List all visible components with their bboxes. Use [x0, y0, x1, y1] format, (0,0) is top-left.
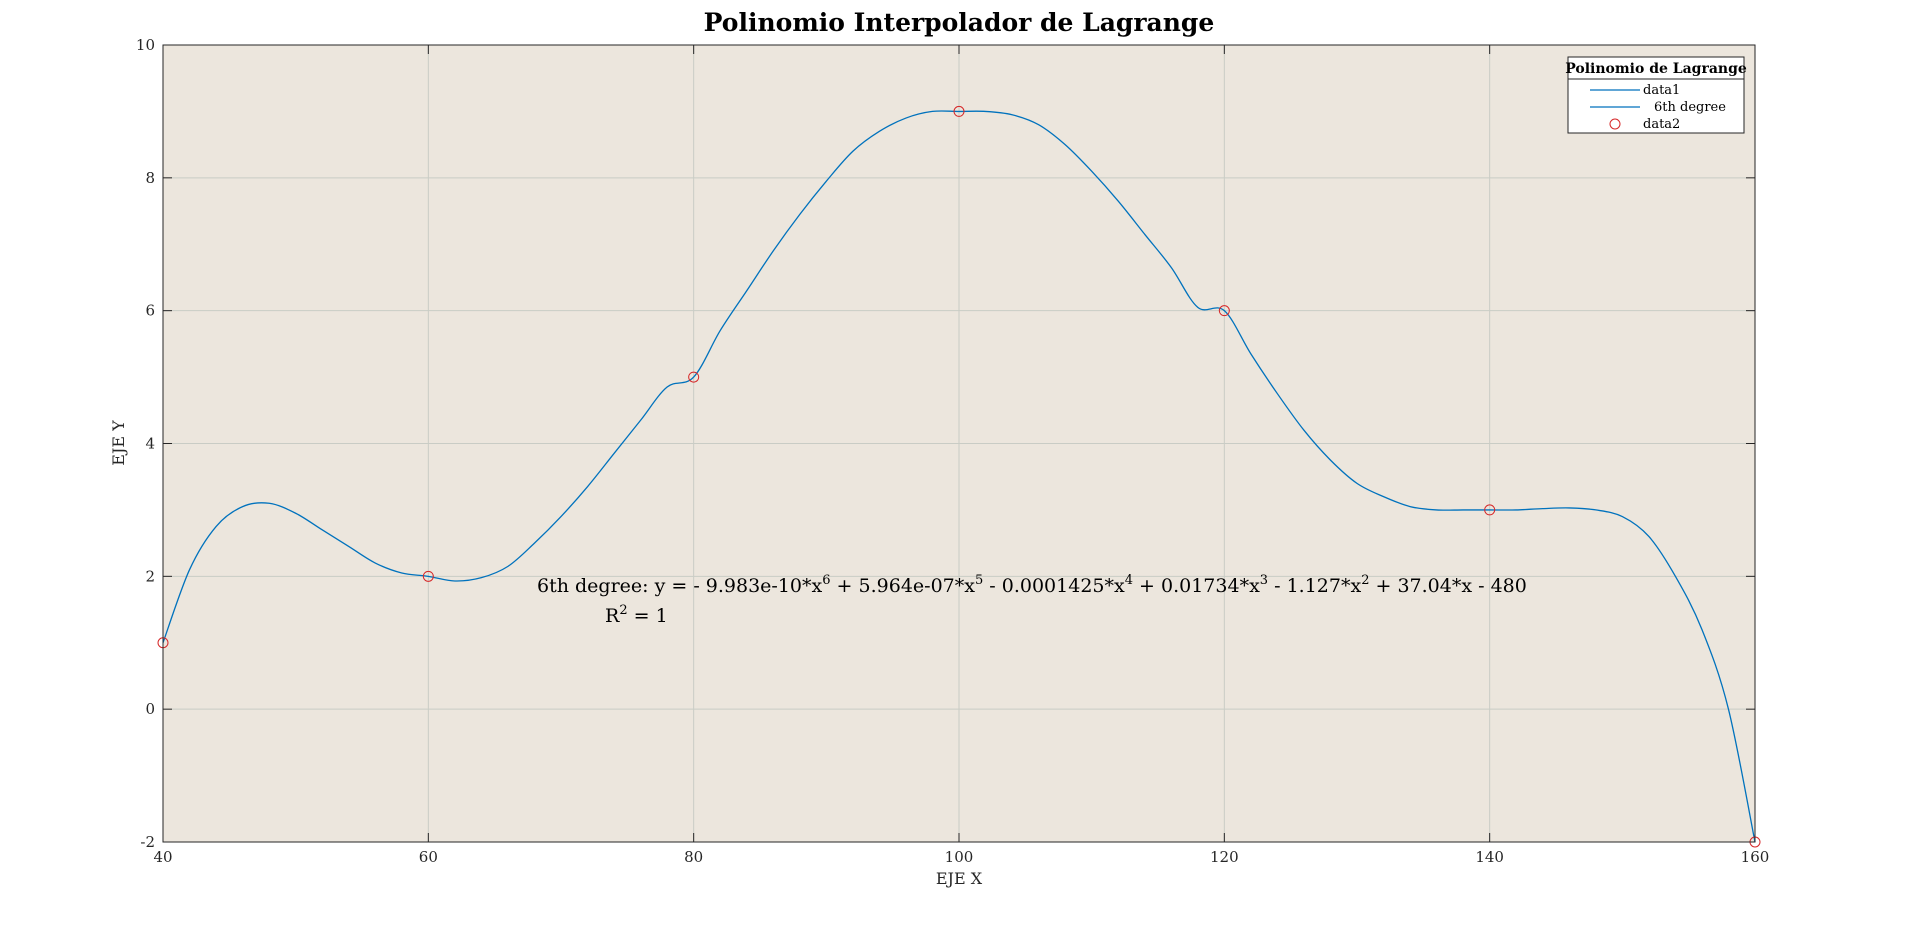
equation-term-2: - 1.127*x [1268, 575, 1361, 597]
legend-entry-data2: data2 [1643, 117, 1680, 132]
legend: Polinomio de Lagrange data1 6th degree d… [1565, 56, 1747, 134]
equation-exp-5: 5 [975, 573, 983, 588]
equation-exp-6: 6 [822, 573, 830, 588]
x-tick-label: 40 [153, 848, 172, 866]
legend-entry-data1: data1 [1643, 83, 1680, 98]
x-tick-label: 80 [684, 848, 703, 866]
data-point-100 [953, 105, 965, 117]
data-point-60 [422, 570, 434, 582]
equation-term-5: + 5.964e-07*x [831, 575, 976, 597]
x-tick-label: 100 [945, 848, 974, 866]
r-squared-suffix: = 1 [628, 605, 668, 627]
y-tick-label: 2 [145, 567, 155, 585]
equation-text: 6th degree: y = - 9.983e-10*x6 + 5.964e-… [537, 573, 1527, 597]
data-point-120 [1218, 305, 1230, 317]
legend-box [1567, 56, 1745, 134]
chart-title: Polinomio Interpolador de Lagrange [704, 8, 1215, 37]
y-tick-label: -2 [140, 833, 155, 851]
y-tick-label: 0 [145, 700, 155, 718]
data-point-80 [688, 371, 700, 383]
equation-prefix: 6th degree: y = - 9.983e-10*x [537, 575, 823, 597]
y-axis-label: EJE Y [109, 420, 128, 466]
r-squared-prefix: R [605, 605, 620, 627]
equation-term-4: - 0.0001425*x [983, 575, 1125, 597]
r-squared-exp: 2 [619, 603, 627, 618]
x-tick-label: 60 [419, 848, 438, 866]
legend-entry-6th-degree: 6th degree [1654, 100, 1726, 115]
x-axis-label: EJE X [936, 869, 983, 888]
r-squared-text: R2 = 1 [605, 603, 668, 627]
legend-title: Polinomio de Lagrange [1565, 61, 1747, 77]
x-tick-label: 160 [1741, 848, 1770, 866]
data-point-140 [1484, 504, 1496, 516]
axis-ticks: 40 60 80 100 120 140 160 -2 0 2 4 6 8 10 [136, 36, 1769, 866]
legend-swatch-data2 [1609, 118, 1621, 130]
equation-exp-2: 2 [1361, 573, 1369, 588]
y-tick-label: 4 [145, 435, 155, 453]
x-tick-label: 120 [1210, 848, 1239, 866]
equation-tail: + 37.04*x - 480 [1369, 575, 1526, 597]
equation-annotation: 6th degree: y = - 9.983e-10*x6 + 5.964e-… [537, 573, 1527, 627]
y-tick-label: 6 [145, 302, 155, 320]
x-tick-label: 140 [1475, 848, 1504, 866]
equation-exp-3: 3 [1260, 573, 1268, 588]
y-tick-label: 10 [136, 36, 155, 54]
equation-term-3: + 0.01734*x [1133, 575, 1260, 597]
equation-exp-4: 4 [1125, 573, 1133, 588]
y-tick-label: 8 [145, 169, 155, 187]
